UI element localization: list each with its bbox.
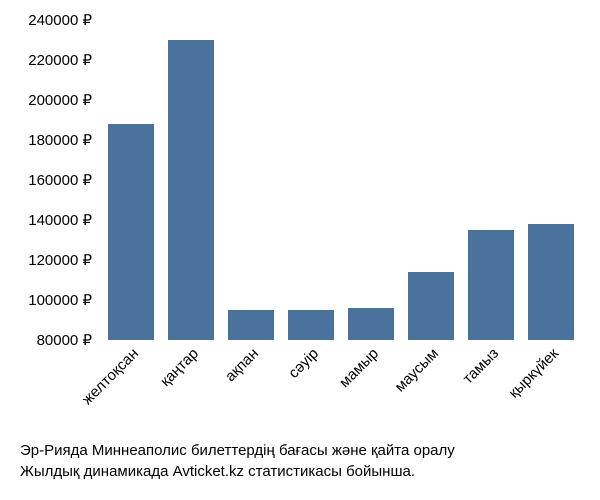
chart-container: 80000 ₽100000 ₽120000 ₽140000 ₽160000 ₽1… <box>100 20 580 340</box>
bar <box>108 124 155 340</box>
y-tick-label: 140000 ₽ <box>28 211 92 229</box>
bar <box>348 308 395 340</box>
caption-line-1: Эр-Рияда Миннеаполис билеттердің бағасы … <box>20 440 580 461</box>
x-tick-label: тамыз <box>460 345 502 387</box>
bar <box>528 224 575 340</box>
x-axis-labels: желтоқсанқаңтарақпансәуірмамырмаусымтамы… <box>100 345 580 435</box>
x-tick-label: ақпан <box>222 345 262 385</box>
bar <box>288 310 335 340</box>
bars-group <box>101 20 581 340</box>
bar <box>468 230 515 340</box>
y-tick-label: 180000 ₽ <box>28 131 92 149</box>
y-tick-label: 240000 ₽ <box>28 11 92 29</box>
chart-caption: Эр-Рияда Миннеаполис билеттердің бағасы … <box>20 440 580 482</box>
y-tick-label: 120000 ₽ <box>28 251 92 269</box>
y-tick-label: 80000 ₽ <box>37 331 92 349</box>
x-tick-label: сәуір <box>285 345 322 382</box>
bar <box>228 310 275 340</box>
bar <box>168 40 215 340</box>
caption-line-2: Жылдық динамикада Avticket.kz статистика… <box>20 461 580 482</box>
x-tick-label: желтоқсан <box>79 345 142 408</box>
y-tick-label: 100000 ₽ <box>28 291 92 309</box>
x-tick-label: маусым <box>392 345 443 396</box>
x-tick-label: қыркүйек <box>505 345 562 402</box>
bar <box>408 272 455 340</box>
plot-area <box>100 20 580 340</box>
x-tick-label: мамыр <box>336 345 382 391</box>
y-tick-label: 220000 ₽ <box>28 51 92 69</box>
x-tick-label: қаңтар <box>157 345 202 390</box>
y-tick-label: 160000 ₽ <box>28 171 92 189</box>
y-tick-label: 200000 ₽ <box>28 91 92 109</box>
